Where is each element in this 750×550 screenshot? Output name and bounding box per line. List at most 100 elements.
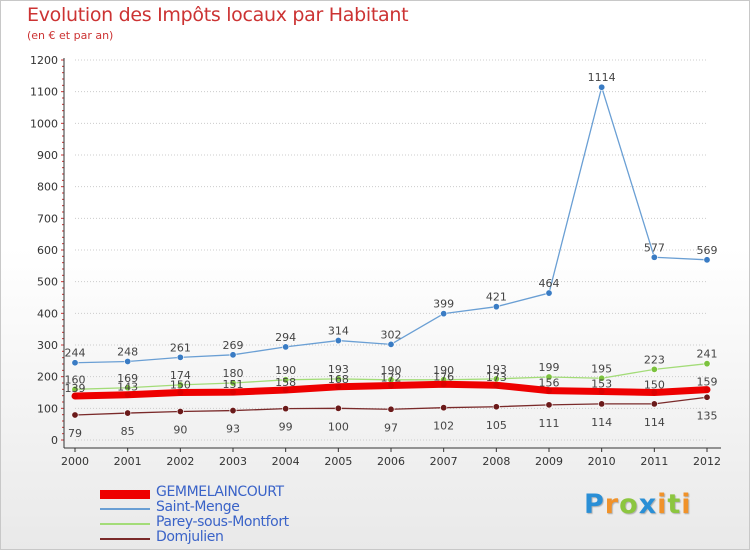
legend-swatch-gemmelaincourt: [100, 490, 150, 499]
data-label-2002-28: 150: [170, 379, 191, 392]
x-tick-label-2001: 2001: [114, 455, 142, 468]
data-label-2011-11: 577: [644, 241, 665, 254]
data-label-2000-0: 244: [65, 347, 86, 360]
data-label-2006-6: 302: [381, 328, 402, 341]
logo-letter: x: [638, 489, 658, 520]
data-point-domjulien-2011: [650, 400, 658, 408]
data-point-parey-sous-montfort-2012: [703, 360, 711, 368]
data-point-saint-menge-2011: [650, 253, 658, 261]
legend-swatch-domjulien: [100, 538, 150, 540]
x-tick-label-2005: 2005: [324, 455, 352, 468]
legend-label-gemmelaincourt: GEMMELAINCOURT: [156, 484, 284, 500]
data-point-domjulien-2006: [387, 405, 395, 413]
chart-subtitle: (en € et par an): [27, 29, 114, 42]
data-label-2009-22: 199: [539, 361, 560, 374]
data-point-domjulien-2000: [71, 411, 79, 419]
data-point-gemmelaincourt-2007: [440, 381, 447, 388]
logo-letter: t: [667, 489, 682, 520]
data-label-2004-4: 294: [275, 331, 296, 344]
x-tick-label-2006: 2006: [377, 455, 405, 468]
data-point-gemmelaincourt-2002: [177, 389, 184, 396]
x-tick-label-2011: 2011: [640, 455, 668, 468]
data-point-gemmelaincourt-2004: [282, 386, 289, 393]
logo-letter: i: [657, 489, 668, 520]
data-label-2002-15: 174: [170, 369, 191, 382]
data-label-2005-5: 314: [328, 325, 349, 338]
data-label-2004-30: 158: [275, 376, 296, 389]
data-point-domjulien-2012: [703, 393, 711, 401]
data-point-gemmelaincourt-2012: [704, 386, 710, 393]
data-label-2012-38: 159: [697, 376, 718, 389]
data-point-gemmelaincourt-2001: [124, 391, 131, 398]
data-label-2001-14: 169: [117, 372, 138, 385]
logo-letter: r: [604, 489, 620, 520]
data-point-saint-menge-2008: [492, 303, 500, 311]
data-label-2001-27: 143: [117, 381, 138, 394]
data-label-2007-7: 399: [433, 298, 454, 311]
x-tick-label-2009: 2009: [535, 455, 563, 468]
data-label-2006-45: 97: [384, 421, 398, 434]
y-tick-label-800: 800: [37, 181, 58, 194]
data-label-2003-3: 269: [223, 339, 244, 352]
data-label-2012-12: 569: [697, 244, 718, 257]
data-label-2012-51: 135: [697, 409, 718, 422]
data-point-gemmelaincourt-2000: [72, 392, 78, 399]
y-tick-label-1100: 1100: [30, 86, 58, 99]
x-tick-label-2008: 2008: [482, 455, 510, 468]
data-point-parey-sous-montfort-2003: [229, 379, 237, 387]
data-label-2012-25: 241: [697, 348, 718, 361]
data-label-2009-48: 111: [539, 417, 560, 430]
data-label-2001-1: 248: [117, 345, 138, 358]
data-label-2007-33: 176: [433, 370, 454, 383]
x-tick-label-2007: 2007: [430, 455, 458, 468]
y-tick-label-900: 900: [37, 149, 58, 162]
y-tick-label-500: 500: [37, 276, 58, 289]
data-point-parey-sous-montfort-2005: [334, 375, 342, 383]
data-point-saint-menge-2007: [440, 310, 448, 318]
data-point-saint-menge-2010: [598, 83, 606, 91]
y-tick-label-100: 100: [37, 402, 58, 415]
data-point-parey-sous-montfort-2009: [545, 373, 553, 381]
data-label-2008-47: 105: [486, 419, 507, 432]
legend-label-parey-sous-montfort: Parey-sous-Montfort: [156, 514, 289, 530]
data-label-2007-46: 102: [433, 420, 454, 433]
data-label-2002-41: 90: [173, 424, 187, 437]
data-point-saint-menge-2002: [176, 353, 184, 361]
data-label-2000-13: 160: [65, 373, 86, 386]
data-label-2010-49: 114: [591, 416, 612, 429]
data-label-2003-16: 180: [223, 367, 244, 380]
data-label-2003-42: 93: [226, 423, 240, 436]
x-tick-label-2000: 2000: [61, 455, 89, 468]
data-point-saint-menge-2004: [282, 343, 290, 351]
y-tick-label-0: 0: [51, 434, 58, 447]
data-label-2011-37: 150: [644, 379, 665, 392]
data-label-2011-24: 223: [644, 353, 665, 366]
x-tick-label-2004: 2004: [272, 455, 300, 468]
data-point-domjulien-2008: [492, 403, 500, 411]
data-point-domjulien-2007: [440, 404, 448, 412]
data-label-2008-21: 193: [486, 363, 507, 376]
data-label-2010-23: 195: [591, 362, 612, 375]
y-tick-label-1200: 1200: [30, 54, 58, 67]
data-point-saint-menge-2009: [545, 289, 553, 297]
data-point-gemmelaincourt-2003: [230, 389, 236, 396]
data-label-2000-26: 139: [65, 382, 86, 395]
data-label-2011-50: 114: [644, 416, 665, 429]
data-point-gemmelaincourt-2010: [598, 388, 605, 395]
data-point-domjulien-2002: [176, 407, 184, 415]
y-tick-label-700: 700: [37, 212, 58, 225]
data-label-2010-36: 153: [591, 378, 612, 391]
data-label-2009-35: 156: [539, 377, 560, 390]
y-tick-label-200: 200: [37, 371, 58, 384]
data-point-gemmelaincourt-2006: [388, 382, 394, 389]
data-point-gemmelaincourt-2011: [651, 389, 658, 396]
data-point-domjulien-2010: [598, 400, 606, 408]
data-label-2001-40: 85: [121, 425, 135, 438]
x-tick-label-2002: 2002: [166, 455, 194, 468]
data-label-2002-2: 261: [170, 341, 191, 354]
data-point-parey-sous-montfort-2001: [124, 384, 132, 392]
data-point-parey-sous-montfort-2011: [650, 365, 658, 373]
series-line-saint-menge: [74, 86, 708, 364]
legend-label-domjulien: Domjulien: [156, 529, 224, 545]
